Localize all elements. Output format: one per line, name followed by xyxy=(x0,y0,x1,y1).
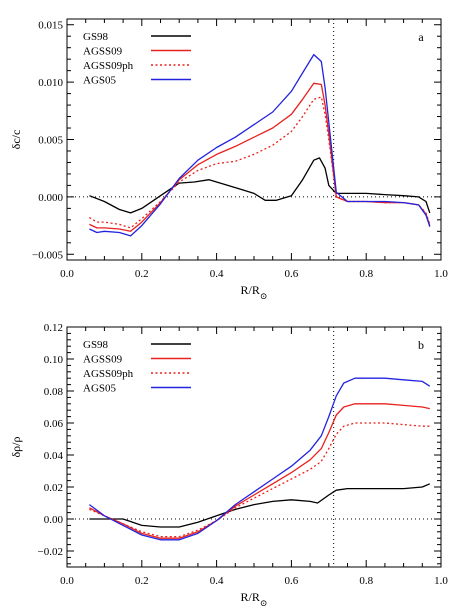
legend-label: GS98 xyxy=(83,31,109,43)
x-tick-label: 1.0 xyxy=(434,268,448,280)
legend-label: AGSS09ph xyxy=(83,368,134,380)
y-tick-label: 0.12 xyxy=(44,322,63,334)
x-tick-label: 0.4 xyxy=(210,268,224,280)
x-tick-label: 0.8 xyxy=(359,268,373,280)
legend-label: AGSS09 xyxy=(83,46,123,58)
x-tick-label: 1.0 xyxy=(434,575,448,587)
series-line-ags05 xyxy=(89,53,431,237)
y-tick-label: 0.005 xyxy=(38,135,63,147)
series-line-agss09 xyxy=(89,82,431,232)
panel-label: a xyxy=(418,30,424,44)
y-tick-label: 0.06 xyxy=(44,418,64,430)
y-tick-label: 0.04 xyxy=(44,450,64,462)
panel-b: 0.0 0.2 0.4 0.6 0.8 1.0 −0.02 0.00 0.02 0.04 0.06 0… xyxy=(9,322,448,608)
x-tick-label: 0.6 xyxy=(285,575,299,587)
x-tick-label: 0.2 xyxy=(135,268,149,280)
x-tick-label: 0.0 xyxy=(60,268,74,280)
x-tick-label: 0.6 xyxy=(285,268,299,280)
legend-label: GS98 xyxy=(83,339,109,351)
y-tick-label: −0.005 xyxy=(32,249,63,261)
legend-label: AGSS09 xyxy=(83,354,123,366)
x-tick-label: 0.4 xyxy=(210,575,224,587)
y-tick-label: 0.10 xyxy=(44,354,64,366)
series-line-agss09ph xyxy=(89,422,430,538)
legend-label: AGSS09ph xyxy=(83,60,134,72)
y-tick-label: 0.015 xyxy=(38,20,63,32)
plot-frame xyxy=(66,326,442,568)
y-tick-label: 0.08 xyxy=(44,386,64,398)
legend-label: AGS05 xyxy=(83,383,117,395)
panel-label: b xyxy=(418,338,424,352)
series-line-ags05 xyxy=(89,377,431,541)
y-tick-label: −0.02 xyxy=(38,546,63,558)
x-axis-label-subscript: ⊙ xyxy=(260,598,268,608)
series-line-agss09 xyxy=(89,403,430,539)
y-tick-label: 0.00 xyxy=(44,514,64,526)
x-axis-label-subscript: ⊙ xyxy=(260,291,268,301)
y-axis-label: δρ/ρ xyxy=(9,437,23,458)
legend-label: AGS05 xyxy=(83,75,117,87)
series-line-gs98 xyxy=(89,157,431,214)
x-tick-label: 0.0 xyxy=(60,575,74,587)
x-tick-label: 0.2 xyxy=(135,575,149,587)
panel-a: 0.0 0.2 0.4 0.6 0.8 1.0 −0.005 0.000 0.005 0.010 0… xyxy=(9,18,448,301)
y-tick-label: 0.02 xyxy=(44,482,63,494)
y-tick-label: 0.010 xyxy=(38,77,63,89)
y-axis-label: δc/c xyxy=(9,130,23,150)
x-tick-label: 0.8 xyxy=(359,575,373,587)
x-axis-label: R/R⊙ xyxy=(241,590,268,608)
series-line-agss09ph xyxy=(89,96,431,229)
y-tick-label: 0.000 xyxy=(38,192,63,204)
x-axis-label: R/R⊙ xyxy=(241,283,268,301)
series-line-gs98 xyxy=(89,483,431,528)
plot-frame xyxy=(66,18,442,261)
